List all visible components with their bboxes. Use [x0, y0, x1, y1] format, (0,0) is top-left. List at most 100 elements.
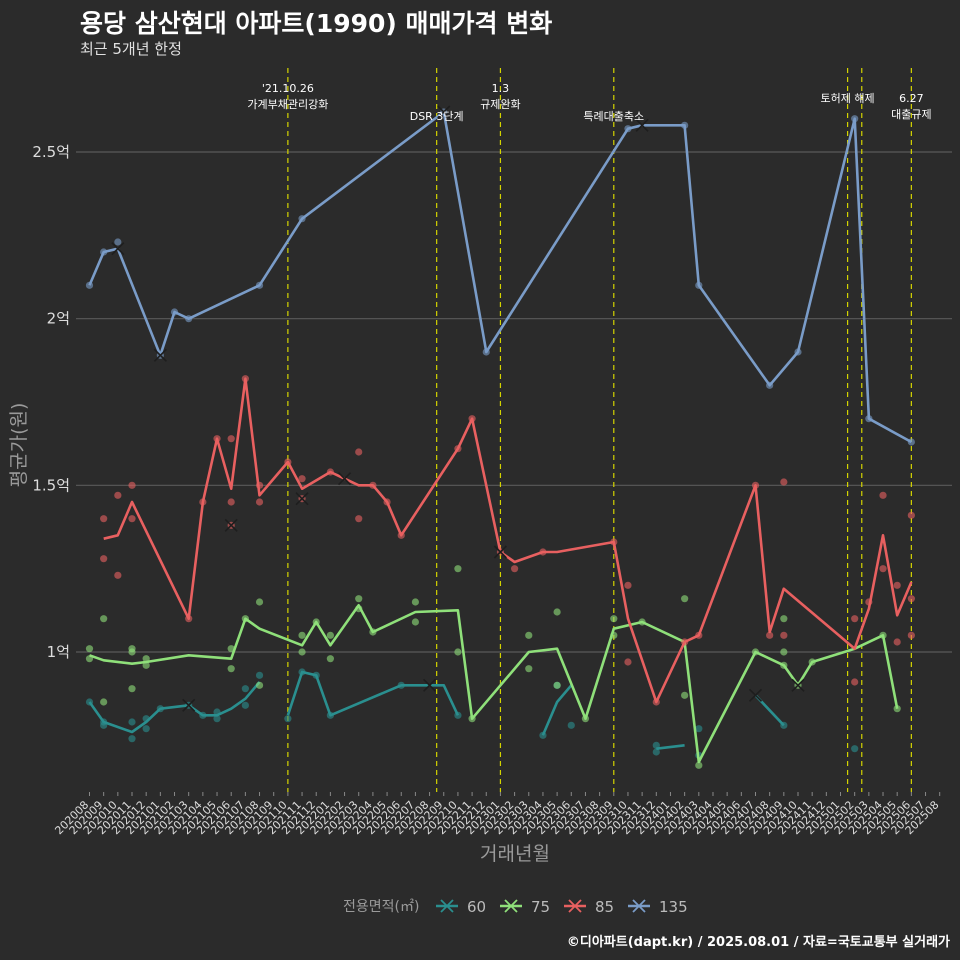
- data-point: [851, 615, 859, 623]
- series-135: [85, 105, 915, 446]
- data-point: [766, 631, 774, 639]
- data-point: [411, 598, 420, 606]
- data-point: [298, 475, 306, 483]
- x-axis-title: 거래년월: [480, 843, 550, 865]
- data-point: [284, 715, 292, 723]
- data-point: [907, 631, 915, 639]
- data-point: [780, 631, 788, 639]
- data-point: [114, 238, 122, 246]
- y-tick-label: 2.5억: [32, 143, 70, 161]
- data-point: [355, 515, 363, 523]
- data-point: [411, 618, 420, 626]
- data-point: [128, 515, 136, 523]
- series-60: [85, 668, 859, 759]
- cross-marker: [111, 242, 125, 256]
- legend-label: 60: [467, 898, 486, 916]
- data-point: [255, 598, 264, 606]
- y-tick-label: 1억: [47, 643, 70, 661]
- cross-marker: [182, 698, 196, 712]
- data-point: [553, 681, 561, 689]
- data-point: [128, 735, 136, 743]
- data-point: [142, 661, 150, 669]
- data-point: [128, 481, 136, 489]
- legend-swatch-cross: [440, 899, 454, 913]
- cross-marker: [437, 105, 451, 119]
- legend-item-75: 75: [500, 898, 550, 916]
- cross-marker: [493, 545, 507, 559]
- cross-marker: [791, 678, 805, 692]
- data-point: [213, 715, 221, 723]
- data-point: [355, 448, 363, 456]
- cross-marker: [423, 678, 437, 692]
- data-point: [355, 595, 363, 603]
- data-point: [681, 595, 689, 603]
- series-75: [85, 565, 901, 769]
- legend-swatch-cross: [504, 899, 518, 913]
- data-point: [681, 691, 689, 699]
- chart-title: 용당 삼산현대 아파트(1990) 매매가격 변화: [80, 9, 553, 38]
- data-point: [610, 615, 618, 623]
- data-point: [100, 615, 108, 623]
- data-point: [525, 631, 533, 639]
- data-point: [695, 725, 703, 733]
- data-point: [652, 741, 660, 749]
- cross-marker: [224, 518, 238, 532]
- data-point: [893, 581, 901, 589]
- data-point: [255, 681, 264, 689]
- data-point: [128, 685, 136, 693]
- event-annotation: 규제완화: [480, 98, 520, 111]
- y-tick-label: 2억: [47, 310, 70, 328]
- legend-title: 전용면적(㎡): [343, 899, 419, 915]
- data-point: [525, 665, 533, 673]
- data-point: [454, 565, 462, 573]
- y-tick-label: 1.5억: [32, 476, 70, 494]
- data-point: [780, 648, 788, 656]
- series-85: [100, 375, 915, 706]
- data-point: [907, 595, 915, 603]
- event-annotation: 가계부채관리강화: [247, 98, 328, 111]
- series-layer: [85, 105, 915, 769]
- axis-layer: 1억1.5억2억2.5억2020082020092020102020112020…: [32, 143, 941, 837]
- event-annotation: 토허제 해제: [821, 91, 875, 105]
- data-point: [879, 491, 887, 499]
- data-point: [142, 725, 150, 733]
- data-point: [298, 648, 306, 656]
- data-point: [851, 745, 859, 753]
- legend-label: 85: [595, 898, 614, 916]
- source-caption: ©디아파트(dapt.kr) / 2025.08.01 / 자료=국토교통부 실…: [566, 935, 950, 950]
- series-line: [88, 681, 261, 734]
- data-point: [100, 515, 108, 523]
- data-point: [114, 491, 122, 499]
- event-annotation: 1.3: [492, 82, 510, 95]
- grid-layer: [76, 151, 952, 653]
- data-point: [85, 645, 94, 653]
- y-axis-title: 평균가(원): [8, 403, 30, 488]
- legend-label: 75: [531, 898, 550, 916]
- data-point: [624, 658, 632, 666]
- event-annotation: '21.10.26: [262, 82, 314, 95]
- data-point: [227, 665, 235, 673]
- data-point: [298, 631, 306, 639]
- series-line: [103, 377, 913, 704]
- legend-item-60: 60: [436, 898, 486, 916]
- data-point: [851, 678, 859, 686]
- data-point: [652, 748, 660, 756]
- data-point: [128, 718, 136, 726]
- data-point: [780, 478, 788, 486]
- data-point: [326, 631, 334, 639]
- series-line: [656, 744, 685, 750]
- cross-marker: [295, 492, 309, 506]
- data-point: [907, 511, 915, 519]
- data-point: [255, 498, 264, 506]
- data-point: [128, 645, 136, 653]
- data-point: [326, 655, 334, 663]
- data-point: [893, 638, 901, 646]
- cross-marker: [153, 348, 167, 362]
- event-lines: [287, 68, 912, 792]
- data-point: [567, 721, 575, 729]
- data-point: [227, 435, 235, 443]
- legend-item-85: 85: [564, 898, 614, 916]
- data-point: [553, 608, 561, 616]
